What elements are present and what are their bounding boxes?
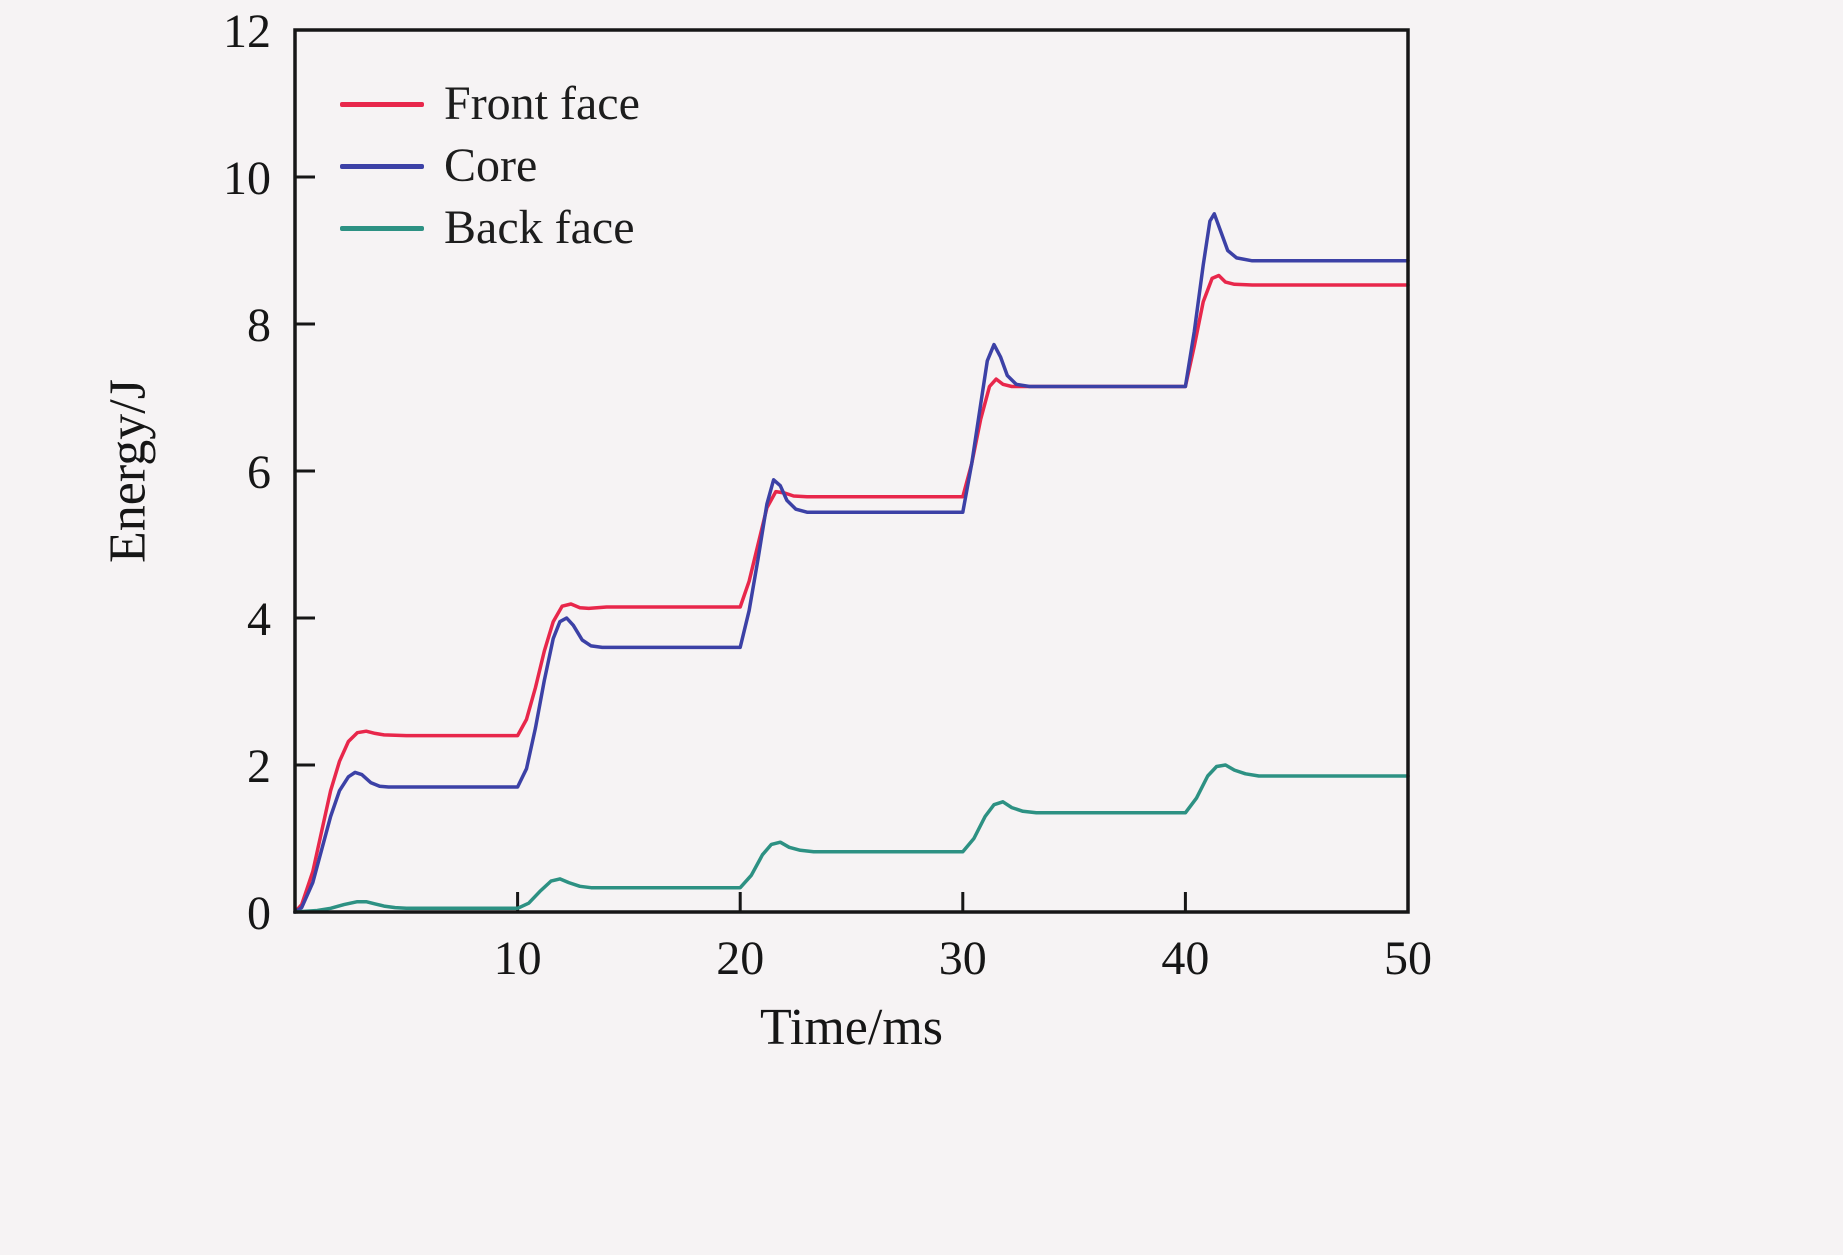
front-face-line-swatch	[340, 101, 424, 107]
y-tick-label: 6	[247, 446, 271, 499]
y-tick-label: 0	[247, 887, 271, 940]
series-line-core	[293, 212, 1410, 914]
y-tick-label: 8	[247, 299, 271, 352]
series-line-back-face	[293, 763, 1410, 914]
y-axis-title: Energy/J	[99, 379, 157, 563]
plot-frame	[293, 28, 1410, 914]
y-tick-label: 10	[223, 152, 271, 205]
x-tick-label: 50	[1384, 932, 1432, 985]
legend-label-core: Core	[444, 139, 538, 192]
y-tick-label: 12	[223, 5, 271, 58]
legend-label-back-face: Back face	[444, 201, 635, 254]
y-tick-label: 4	[247, 593, 271, 646]
x-tick-label: 10	[494, 932, 542, 985]
core-line-swatch	[340, 163, 424, 169]
series-line-front-face	[293, 273, 1410, 914]
y-tick-label: 2	[247, 740, 271, 793]
x-tick-label: 20	[716, 932, 764, 985]
legend-item-core: Core	[340, 142, 640, 190]
back-face-line-swatch	[340, 225, 424, 231]
legend: Front face Core Back face	[340, 80, 640, 252]
legend-item-front-face: Front face	[340, 80, 640, 128]
x-axis-title: Time/ms	[759, 999, 944, 1056]
legend-item-back-face: Back face	[340, 204, 640, 252]
x-tick-label: 30	[939, 932, 987, 985]
x-tick-label: 40	[1161, 932, 1209, 985]
legend-label-front-face: Front face	[444, 77, 640, 130]
